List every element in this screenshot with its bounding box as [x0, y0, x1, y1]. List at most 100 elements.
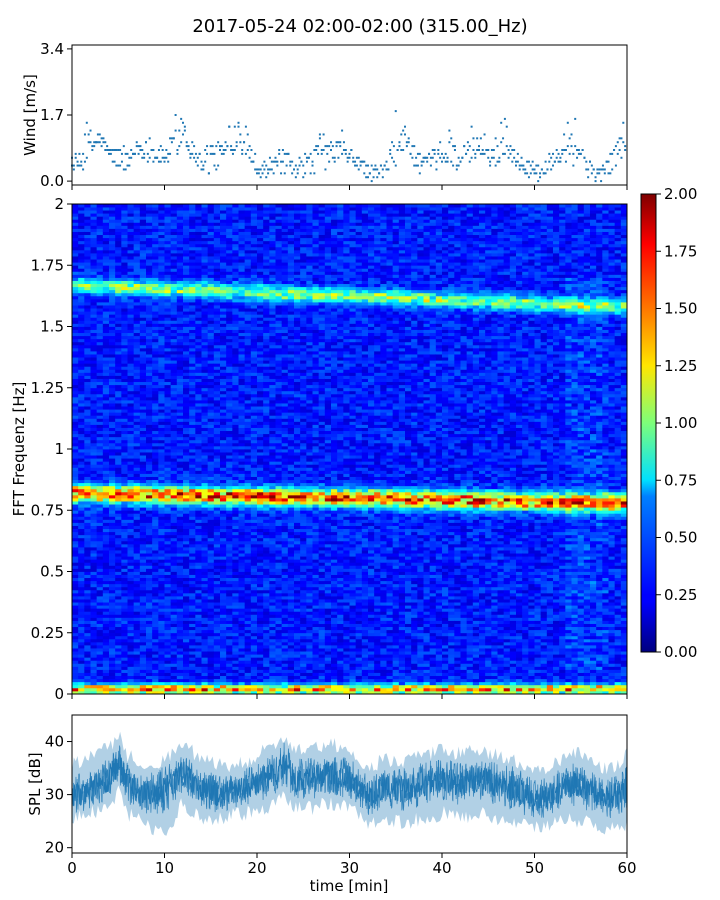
spectrogram-cell [133, 657, 141, 661]
spectrogram-cell [164, 464, 172, 468]
spectrogram-cell [158, 562, 165, 566]
spectrogram-cell [183, 424, 190, 428]
spectrogram-cell [121, 537, 128, 542]
spectrogram-cell [139, 654, 147, 658]
spectrogram-cell [164, 265, 172, 269]
spectrogram-cell [121, 599, 128, 603]
wind-point [106, 145, 109, 148]
spectrogram-cell [183, 550, 190, 554]
spectrogram-cell [158, 534, 165, 539]
spectrogram-cell [115, 406, 122, 410]
spectrogram-cell [146, 602, 153, 606]
spectrogram-cell [195, 589, 202, 594]
spectrogram-cell [133, 314, 141, 318]
spectrogram-cell [164, 323, 172, 327]
spectrogram-cell [96, 632, 104, 637]
spectrogram-cell [78, 608, 85, 612]
spectrogram-cell [170, 592, 178, 597]
spectrogram-cell [102, 675, 110, 680]
spectrogram-cell [170, 635, 178, 640]
spectrogram-cell [152, 338, 159, 343]
spectrogram-cell [226, 302, 233, 306]
spectrogram-cell [232, 259, 239, 263]
spectrogram-cell [158, 632, 165, 637]
spectrogram-cell [176, 580, 184, 585]
spectrogram-cell [96, 372, 104, 376]
spectrogram-cell [220, 458, 227, 462]
spectrogram-cell [176, 635, 184, 640]
spectrogram-cell [96, 513, 104, 517]
spectrogram-cell [220, 660, 227, 664]
spectrogram-cell [84, 326, 91, 330]
spectrogram-cell [146, 207, 153, 211]
spectrogram-cell [139, 240, 147, 245]
wind-point [579, 152, 582, 155]
spectrogram-cell [213, 534, 221, 539]
spectrogram-cell [226, 329, 233, 334]
wind-point [263, 168, 266, 171]
spectrogram-cell [232, 611, 239, 615]
spectrogram-cell [232, 675, 239, 680]
spectrogram-cell [220, 445, 227, 450]
spectrogram-cell [139, 320, 147, 324]
wind-point [335, 141, 338, 144]
spectrogram-cell [109, 445, 116, 450]
spectrogram-cell [152, 687, 159, 692]
spectrogram-cell [170, 412, 178, 416]
spectrogram-cell [84, 687, 91, 692]
spectrogram-cell [158, 424, 165, 428]
wind-point [585, 160, 588, 163]
spectrogram-cell [127, 436, 135, 441]
spectrogram-cell [226, 436, 233, 441]
spectrogram-cell [109, 335, 116, 340]
spectrogram-cell [102, 559, 110, 563]
spectrogram-cell [102, 406, 110, 410]
spectrogram-cell [232, 445, 239, 450]
spectrogram-cell [213, 406, 221, 410]
spectrogram-cell [164, 476, 172, 481]
spectrogram-cell [121, 295, 128, 300]
spectrogram-cell [72, 614, 79, 618]
spectrogram-cell [121, 436, 128, 441]
spectrogram-cell [152, 632, 159, 637]
spectrogram-cell [96, 347, 104, 352]
spectrogram-cell [170, 550, 178, 554]
spectrogram-cell [84, 684, 91, 689]
spectrogram-cell [90, 614, 98, 618]
spectrogram-cell [213, 476, 221, 481]
wind-point [376, 168, 379, 171]
spectrogram-cell [84, 455, 91, 459]
spectrogram-cell [213, 473, 221, 477]
spectrogram-cell [213, 384, 221, 389]
spectrogram-cell [152, 577, 159, 582]
spectrogram-cell [183, 482, 190, 487]
spectrogram-cell [232, 409, 239, 413]
spectrogram-cell [189, 531, 196, 536]
wind-point [472, 149, 475, 151]
spectrogram-cell [96, 565, 104, 569]
spectrogram-cell [226, 599, 233, 603]
spectrogram-cell [158, 488, 165, 493]
spectrogram-cell [164, 335, 172, 340]
spectrogram-cell [158, 237, 165, 242]
spectrogram-cell [238, 678, 246, 683]
spectrogram-cell [84, 608, 91, 612]
spectrogram-cell [232, 592, 239, 597]
wind-point [274, 160, 277, 163]
wind-point [559, 160, 562, 163]
spectrogram-cell [183, 317, 190, 321]
spectrogram-cell [238, 614, 246, 618]
spectrogram-cell [78, 403, 85, 407]
spectrogram-cell [102, 568, 110, 572]
spectrogram-cell [176, 461, 184, 465]
spectrogram-cell [78, 381, 85, 386]
spectrogram-cell [78, 302, 85, 306]
spectrogram-cell [127, 556, 135, 560]
spectrogram-cell [201, 320, 209, 324]
wind-point [607, 160, 610, 163]
spectrogram-cell [152, 390, 159, 395]
spectrogram-cell [158, 672, 165, 677]
spectrogram-cell [201, 375, 209, 379]
spectrogram-cell [183, 216, 190, 220]
spectrogram-cell [121, 329, 128, 334]
